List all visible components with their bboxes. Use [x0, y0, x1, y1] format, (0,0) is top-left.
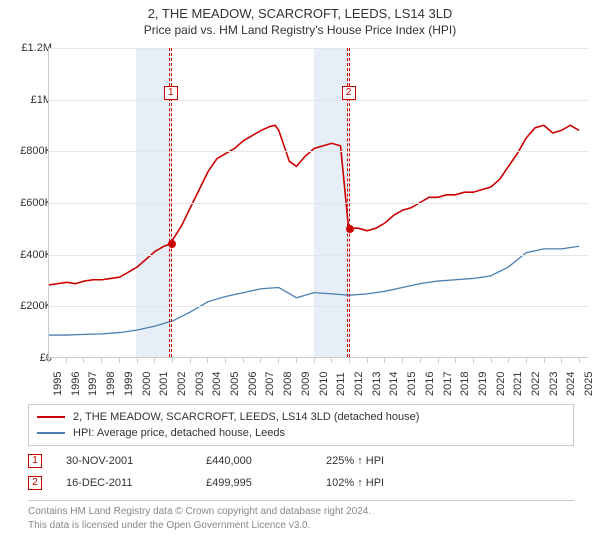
x-tick-label: 2016: [424, 372, 436, 396]
sales-row: 2 16-DEC-2011£499,995102% ↑ HPI: [28, 472, 574, 494]
x-tick-label: 2004: [211, 372, 223, 396]
x-tick-label: 2022: [530, 372, 542, 396]
x-axis-labels: 1995 1996 1997 1998 1999 2000 2001 2002 2003 2004…: [48, 360, 588, 400]
sale-number-badge: 1: [28, 454, 42, 468]
sale-price: £499,995: [206, 477, 326, 489]
x-tick-label: 2005: [229, 372, 241, 396]
series-hpi: [49, 246, 579, 335]
x-tick-label: 2009: [300, 372, 312, 396]
x-tick-label: 2003: [194, 372, 206, 396]
x-tick-label: 2013: [371, 372, 383, 396]
x-tick-label: 2023: [548, 372, 560, 396]
sale-hpi: 225% ↑ HPI: [326, 455, 574, 467]
x-tick-label: 1995: [52, 372, 64, 396]
chart-legend: 2, THE MEADOW, SCARCROFT, LEEDS, LS14 3L…: [28, 404, 574, 446]
x-tick-label: 2018: [459, 372, 471, 396]
x-tick-label: 2019: [477, 372, 489, 396]
x-tick-label: 2000: [141, 372, 153, 396]
footer-line-2: This data is licensed under the Open Gov…: [28, 519, 574, 533]
x-tick-label: 1996: [70, 372, 82, 396]
gridline: [49, 255, 588, 256]
gridline: [49, 100, 588, 101]
chart-title: 2, THE MEADOW, SCARCROFT, LEEDS, LS14 3L…: [0, 6, 600, 21]
gridline: [49, 203, 588, 204]
sale-number-badge: 2: [28, 476, 42, 490]
sale-marker-label: 2: [342, 86, 356, 100]
chart-subtitle: Price paid vs. HM Land Registry's House …: [0, 23, 600, 37]
sales-row: 1 30-NOV-2001£440,000225% ↑ HPI: [28, 450, 574, 472]
x-tick-label: 1997: [87, 372, 99, 396]
x-tick-label: 2017: [442, 372, 454, 396]
x-tick-label: 2006: [247, 372, 259, 396]
series-property: [49, 125, 579, 285]
gridline: [49, 306, 588, 307]
x-tick-label: 2015: [406, 372, 418, 396]
x-tick-label: 1999: [123, 372, 135, 396]
footer-line-1: Contains HM Land Registry data © Crown c…: [28, 505, 574, 519]
sale-hpi: 102% ↑ HPI: [326, 477, 574, 489]
sale-date: 30-NOV-2001: [66, 455, 206, 467]
x-tick-label: 2001: [158, 372, 170, 396]
sale-marker-dot: [346, 225, 354, 233]
x-tick-label: 2011: [335, 372, 347, 396]
gridline: [49, 151, 588, 152]
chart-plot-area: 12: [48, 48, 588, 358]
legend-item: 2, THE MEADOW, SCARCROFT, LEEDS, LS14 3L…: [37, 409, 565, 425]
sale-date: 16-DEC-2011: [66, 477, 206, 489]
footer-attribution: Contains HM Land Registry data © Crown c…: [28, 500, 574, 532]
x-tick-label: 2008: [282, 372, 294, 396]
legend-swatch: [37, 416, 65, 418]
x-tick-label: 2024: [565, 372, 577, 396]
x-tick-label: 2025: [583, 372, 595, 396]
sales-table: 1 30-NOV-2001£440,000225% ↑ HPI 2 16-DEC-20…: [28, 450, 574, 494]
legend-label: HPI: Average price, detached house, Leed…: [73, 427, 285, 439]
x-tick-label: 2007: [264, 372, 276, 396]
sale-marker-dot: [168, 240, 176, 248]
legend-item: HPI: Average price, detached house, Leed…: [37, 425, 565, 441]
gridline: [49, 48, 588, 49]
x-tick-label: 2014: [388, 372, 400, 396]
title-block: 2, THE MEADOW, SCARCROFT, LEEDS, LS14 3L…: [0, 0, 600, 37]
x-tick-label: 1998: [105, 372, 117, 396]
x-tick-label: 2020: [495, 372, 507, 396]
legend-label: 2, THE MEADOW, SCARCROFT, LEEDS, LS14 3L…: [73, 411, 419, 423]
sale-price: £440,000: [206, 455, 326, 467]
x-tick-label: 2012: [353, 372, 365, 396]
x-tick-label: 2010: [318, 372, 330, 396]
sale-marker-label: 1: [164, 86, 178, 100]
x-tick-label: 2021: [512, 372, 524, 396]
x-tick-label: 2002: [176, 372, 188, 396]
legend-swatch: [37, 432, 65, 434]
